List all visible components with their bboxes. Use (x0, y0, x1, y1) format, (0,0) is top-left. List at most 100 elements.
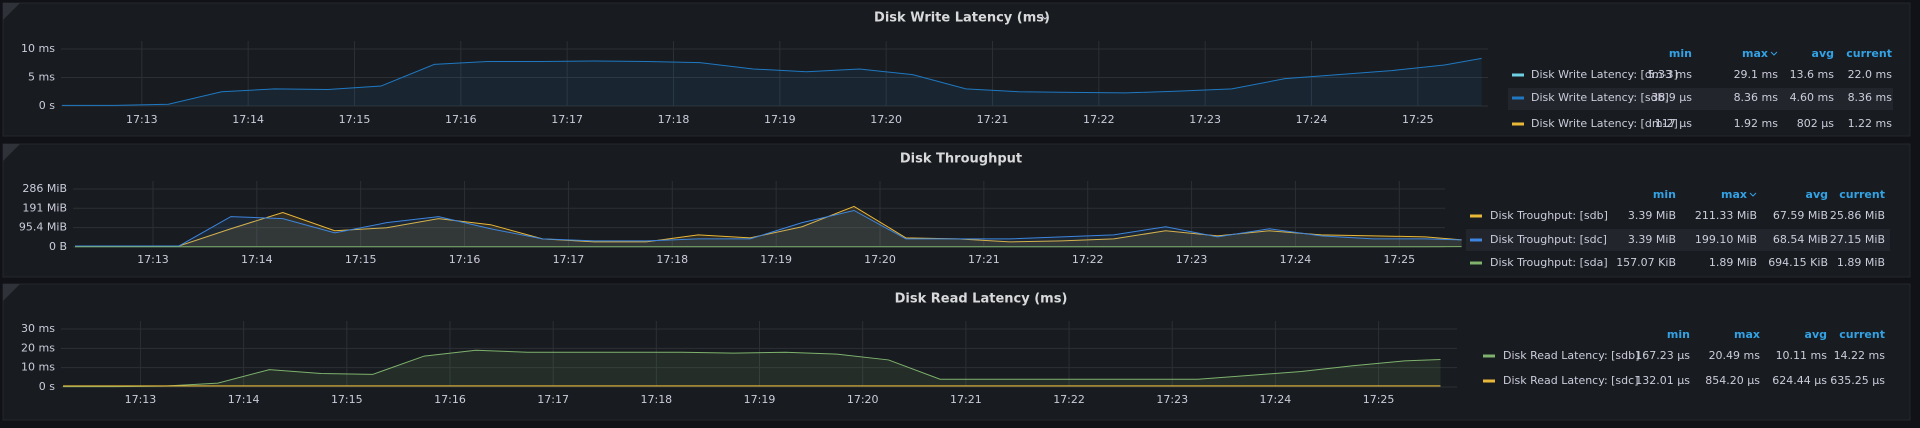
legend-swatch[interactable] (1470, 238, 1482, 242)
legend-name[interactable]: Disk Write Latency: [dm-3] (1531, 68, 1678, 81)
x-tick-label: 17:20 (847, 393, 879, 406)
y-tick-label: 20 ms (21, 341, 55, 354)
legend-max: 199.10 MiB (1695, 233, 1757, 246)
legend-swatch[interactable] (1512, 122, 1524, 126)
x-tick-label: 17:22 (1072, 253, 1104, 266)
info-corner[interactable] (3, 3, 20, 20)
legend-header[interactable]: avg (1812, 47, 1834, 60)
legend-name[interactable]: Disk Troughput: [sda] (1490, 256, 1608, 269)
x-tick-label: 17:14 (228, 393, 260, 406)
legend-header[interactable]: min (1667, 328, 1690, 341)
legend-name[interactable]: Disk Write Latency: [dm-2] (1531, 117, 1678, 130)
legend-header[interactable]: max (1721, 188, 1747, 201)
x-tick-label: 17:20 (864, 253, 896, 266)
x-tick-label: 17:23 (1189, 113, 1221, 126)
legend-name[interactable]: Disk Read Latency: [sdc] (1503, 374, 1639, 387)
y-tick-label: 0 s (39, 99, 55, 112)
panel (2, 143, 1911, 278)
legend-header[interactable]: current (1846, 47, 1892, 60)
info-corner[interactable] (3, 284, 20, 301)
legend-header[interactable]: avg (1806, 188, 1828, 201)
legend-header[interactable]: current (1839, 188, 1885, 201)
y-tick-label: 191 MiB (22, 201, 67, 214)
x-tick-label: 17:21 (968, 253, 1000, 266)
legend-swatch[interactable] (1483, 354, 1495, 358)
legend-max: 1.92 ms (1734, 117, 1779, 130)
x-tick-label: 17:24 (1296, 113, 1328, 126)
legend-min: 157.07 KiB (1616, 256, 1676, 269)
x-tick-label: 17:13 (125, 393, 157, 406)
legend-header[interactable]: max (1742, 47, 1768, 60)
legend-swatch[interactable] (1483, 379, 1495, 383)
x-tick-label: 17:18 (656, 253, 688, 266)
legend-max: 211.33 MiB (1695, 209, 1757, 222)
legend-header[interactable]: current (1839, 328, 1885, 341)
legend-header[interactable]: avg (1805, 328, 1827, 341)
legend-current: 25.86 MiB (1830, 209, 1885, 222)
x-tick-label: 17:22 (1053, 393, 1085, 406)
series-line (62, 57, 1482, 106)
legend-avg: 13.6 ms (1790, 68, 1835, 81)
x-tick-label: 17:18 (640, 393, 672, 406)
panel-title: Disk Write Latency (ms) (874, 11, 1050, 26)
series-line (75, 205, 1462, 247)
x-tick-label: 17:23 (1156, 393, 1188, 406)
info-corner[interactable] (3, 144, 20, 161)
x-tick-label: 17:17 (553, 253, 585, 266)
legend-max: 1.89 MiB (1709, 256, 1757, 269)
legend-avg: 10.11 ms (1776, 349, 1828, 362)
legend-swatch[interactable] (1512, 96, 1524, 100)
x-tick-label: 17:15 (339, 113, 371, 126)
legend-avg: 68.54 MiB (1773, 233, 1828, 246)
panel (2, 283, 1911, 421)
legend-max: 29.1 ms (1734, 68, 1779, 81)
legend-header[interactable]: min (1653, 188, 1676, 201)
x-tick-label: 17:15 (345, 253, 377, 266)
legend-swatch[interactable] (1512, 73, 1524, 77)
x-tick-label: 17:15 (331, 393, 363, 406)
series-area (75, 206, 1462, 247)
legend-avg: 694.15 KiB (1768, 256, 1828, 269)
legend-header[interactable]: min (1669, 47, 1692, 60)
legend-name[interactable]: Disk Troughput: [sdc] (1490, 233, 1607, 246)
legend-swatch[interactable] (1470, 261, 1482, 265)
legend-header[interactable]: max (1734, 328, 1760, 341)
legend-avg: 4.60 ms (1790, 91, 1835, 104)
legend-min: 38.9 µs (1651, 91, 1692, 104)
legend-current: 14.22 ms (1834, 349, 1886, 362)
x-tick-label: 17:19 (744, 393, 776, 406)
x-tick-label: 17:25 (1383, 253, 1415, 266)
title-menu-chevron[interactable] (1041, 15, 1049, 20)
y-tick-label: 10 ms (21, 361, 55, 374)
y-tick-label: 0 B (49, 240, 67, 253)
x-tick-label: 17:14 (241, 253, 273, 266)
x-tick-label: 17:16 (434, 393, 466, 406)
legend-min: 167.23 µs (1635, 349, 1690, 362)
panel (2, 2, 1911, 137)
legend-name[interactable]: Disk Troughput: [sdb] (1490, 209, 1608, 222)
y-tick-label: 10 ms (21, 42, 55, 55)
charts: Disk Write Latency (ms) 17:13 17:14 17:15 17… (19, 11, 1892, 407)
legend-name[interactable]: Disk Write Latency: [sdb] (1531, 91, 1669, 104)
x-tick-label: 17:16 (445, 113, 477, 126)
x-tick-label: 17:25 (1402, 113, 1434, 126)
legend-min: 132.01 µs (1635, 374, 1690, 387)
x-tick-label: 17:24 (1280, 253, 1312, 266)
x-tick-label: 17:14 (232, 113, 264, 126)
x-tick-label: 17:19 (764, 113, 796, 126)
sort-chevron (1749, 192, 1757, 197)
legend-max: 8.36 ms (1734, 91, 1779, 104)
legend-current: 635.25 µs (1830, 374, 1885, 387)
panel-title: Disk Throughput (900, 152, 1022, 167)
series-line (63, 349, 1441, 388)
legend-avg: 802 µs (1797, 117, 1834, 130)
legend-name[interactable]: Disk Read Latency: [sdb] (1503, 349, 1639, 362)
legend-current: 1.89 MiB (1837, 256, 1885, 269)
x-tick-label: 17:16 (449, 253, 481, 266)
legend-swatch[interactable] (1470, 214, 1482, 218)
x-tick-label: 17:19 (760, 253, 792, 266)
panel-title: Disk Read Latency (ms) (895, 292, 1068, 307)
x-tick-label: 17:13 (137, 253, 169, 266)
y-tick-label: 0 s (39, 380, 55, 393)
